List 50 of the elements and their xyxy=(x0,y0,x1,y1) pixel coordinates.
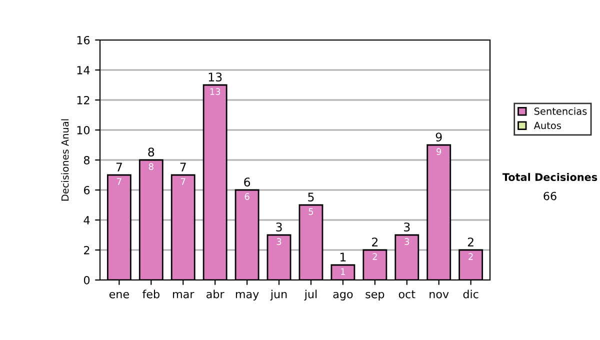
data-label: 9 xyxy=(436,148,442,155)
x-tick-label: nov xyxy=(430,292,449,298)
total-label: 8 xyxy=(148,148,154,157)
data-label: 13 xyxy=(210,88,220,95)
text: 66 xyxy=(544,192,556,200)
legend-label: Autos xyxy=(534,122,561,130)
data-label: 5 xyxy=(308,208,314,215)
y-tick-label: 2 xyxy=(84,246,90,254)
total-label: 7 xyxy=(180,162,186,172)
y-tick-label: 10 xyxy=(77,126,90,134)
x-tick-label: jul xyxy=(304,290,317,300)
y-tick-label: 12 xyxy=(77,96,90,104)
y-axis-title: Decisiones Anual xyxy=(61,119,69,201)
total-label: 7 xyxy=(116,162,122,172)
x-tick-label: sep xyxy=(366,292,384,300)
data-label: 3 xyxy=(276,238,282,245)
data-label: 7 xyxy=(180,178,186,185)
data-label: 2 xyxy=(372,253,377,260)
x-tick-label: ene xyxy=(109,292,129,298)
y-tick-label: 6 xyxy=(84,186,90,194)
y-tick-label: 0 xyxy=(84,276,90,284)
data-label: 6 xyxy=(244,193,250,200)
total-label: 5 xyxy=(308,192,314,202)
total-label: 13 xyxy=(208,72,222,82)
total-label: 2 xyxy=(372,238,378,246)
x-tick-label: ago xyxy=(333,292,353,300)
x-tick-label: mar xyxy=(173,292,194,298)
x-tick-label: feb xyxy=(142,290,160,298)
data-label: 2 xyxy=(468,253,473,260)
x-tick-label: dic xyxy=(463,290,478,298)
total-label: 1 xyxy=(340,252,346,262)
x-tick-label: may xyxy=(236,292,259,300)
total-label: 3 xyxy=(276,222,282,232)
text: Total Decisiones xyxy=(502,172,598,182)
y-tick-label: 16 xyxy=(77,36,90,44)
total-label: 3 xyxy=(404,222,410,232)
data-label: 8 xyxy=(148,163,154,170)
total-label: 9 xyxy=(436,132,442,142)
x-tick-label: abr xyxy=(206,290,224,298)
data-label: 3 xyxy=(404,238,410,245)
total-label: 6 xyxy=(244,178,250,187)
x-tick-label: jun xyxy=(270,290,287,300)
x-tick-label: oct xyxy=(398,290,416,298)
y-tick-label: 14 xyxy=(77,66,90,74)
y-tick-label: 4 xyxy=(84,216,90,224)
data-label: 1 xyxy=(341,268,345,275)
data-label: 7 xyxy=(117,178,122,185)
total-label: 2 xyxy=(468,238,474,246)
y-tick-label: 8 xyxy=(84,156,90,164)
legend-label: Sentencias xyxy=(534,107,587,115)
